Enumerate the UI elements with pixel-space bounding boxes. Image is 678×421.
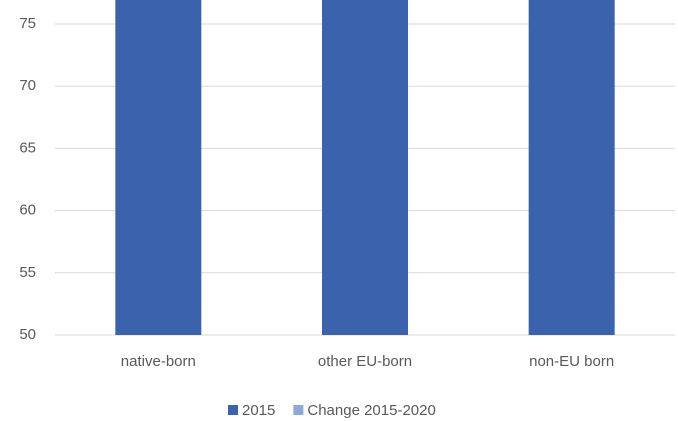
y-tick-label: 75	[19, 15, 36, 32]
x-tick-label: other EU-born	[318, 353, 412, 370]
bar-segment	[322, 0, 408, 335]
y-tick-label: 55	[19, 264, 36, 281]
legend-swatch	[228, 405, 238, 415]
legend-swatch	[293, 405, 304, 415]
y-tick-label: 65	[19, 139, 36, 156]
y-tick-label: 50	[19, 326, 36, 343]
y-tick-label: 60	[19, 202, 36, 219]
x-tick-label: non-EU born	[529, 353, 614, 370]
legend-label: Change 2015-2020	[307, 402, 435, 419]
bar-segment	[528, 0, 615, 336]
legend-label: 2015	[242, 402, 275, 419]
bar-segment	[115, 0, 202, 335]
x-tick-label: native-born	[121, 353, 196, 370]
y-tick-label: 70	[19, 77, 36, 94]
